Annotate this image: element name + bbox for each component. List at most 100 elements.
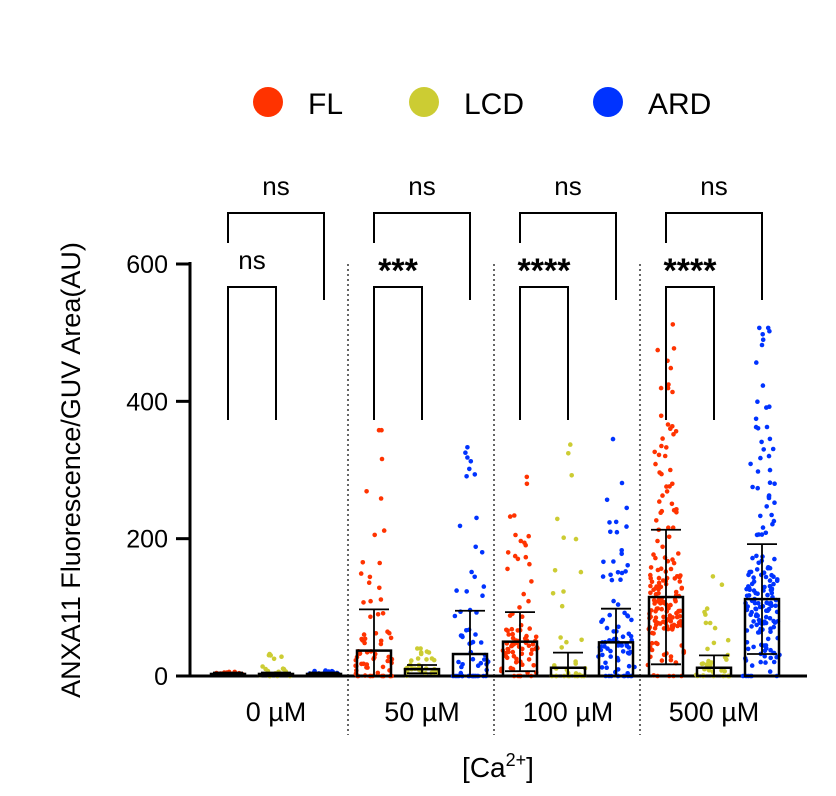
data-point — [380, 611, 386, 616]
data-point — [472, 472, 478, 477]
data-point — [600, 574, 606, 579]
data-point — [767, 669, 773, 674]
data-point — [671, 560, 677, 566]
legend-label-fl: FL — [308, 88, 343, 121]
data-point — [660, 493, 665, 498]
data-point — [358, 571, 364, 576]
data-point — [510, 631, 515, 637]
data-point — [530, 641, 536, 647]
data-point — [578, 569, 584, 575]
data-point — [465, 445, 470, 450]
data-point — [712, 625, 718, 631]
data-point — [652, 618, 658, 623]
data-point — [749, 624, 754, 629]
data-point — [775, 577, 780, 582]
data-point — [657, 499, 662, 504]
data-point — [561, 589, 566, 594]
data-point — [510, 666, 516, 672]
data-point — [668, 657, 674, 663]
data-point — [748, 461, 753, 467]
data-point — [668, 467, 673, 473]
data-point — [454, 588, 459, 593]
data-point — [649, 579, 655, 585]
data-point — [603, 660, 608, 666]
data-point — [767, 436, 773, 442]
data-point — [424, 657, 429, 662]
data-point — [378, 496, 384, 501]
significance-label: ns — [238, 245, 265, 275]
data-point — [514, 656, 519, 662]
y-tick-label: 0 — [154, 663, 168, 691]
data-point — [569, 473, 574, 478]
data-point — [625, 671, 630, 676]
legend-marker-ard — [593, 87, 623, 117]
data-point — [763, 530, 769, 536]
data-point — [703, 620, 709, 626]
data-point — [765, 592, 770, 598]
data-point — [552, 568, 558, 573]
data-point — [671, 622, 677, 628]
data-point — [387, 630, 392, 636]
data-point — [526, 533, 531, 539]
data-point — [375, 612, 381, 617]
data-point — [379, 456, 385, 462]
data-point — [700, 661, 706, 666]
data-point — [372, 532, 378, 538]
data-point — [619, 643, 624, 648]
data-point — [673, 598, 678, 604]
data-point — [531, 663, 536, 668]
legend-marker-lcd — [409, 87, 439, 117]
data-point — [611, 559, 616, 564]
data-point — [679, 585, 685, 591]
data-point — [361, 632, 367, 637]
data-point — [604, 625, 610, 631]
data-point — [415, 656, 421, 661]
data-point — [750, 555, 755, 561]
data-point — [749, 609, 754, 615]
data-point — [771, 581, 776, 587]
data-point — [661, 619, 666, 625]
data-point — [472, 574, 478, 580]
data-point — [655, 620, 661, 626]
data-point — [468, 459, 474, 464]
data-point — [658, 566, 664, 571]
data-point — [754, 567, 760, 572]
data-point — [512, 553, 518, 559]
data-point — [378, 597, 384, 602]
data-point — [751, 579, 757, 584]
data-point — [660, 544, 665, 550]
data-point — [652, 449, 657, 455]
legend-label-lcd: LCD — [464, 88, 524, 121]
data-point — [656, 452, 662, 458]
data-point — [762, 584, 767, 590]
data-point — [758, 455, 763, 461]
data-point — [361, 600, 366, 605]
data-point — [618, 577, 623, 582]
data-point — [362, 640, 367, 646]
data-point — [533, 634, 539, 640]
data-point — [467, 466, 472, 472]
data-point — [609, 577, 615, 583]
data-point — [771, 574, 776, 579]
data-point — [376, 427, 382, 433]
data-point — [704, 606, 710, 611]
x-axis-label: [Ca2+] — [462, 750, 534, 783]
data-point — [676, 551, 681, 556]
data-point — [555, 516, 560, 522]
data-point — [368, 614, 373, 620]
data-point — [659, 658, 665, 663]
significance-bracket — [373, 286, 423, 420]
data-point — [558, 635, 563, 640]
data-point — [767, 404, 772, 410]
data-point — [674, 610, 679, 616]
significance-label: ns — [700, 171, 727, 201]
data-point — [573, 536, 579, 542]
data-point — [426, 650, 432, 655]
data-point — [464, 589, 470, 594]
data-point — [660, 436, 665, 441]
data-point — [759, 342, 765, 348]
data-point — [368, 598, 373, 604]
data-point — [625, 563, 630, 568]
data-point — [610, 436, 616, 442]
